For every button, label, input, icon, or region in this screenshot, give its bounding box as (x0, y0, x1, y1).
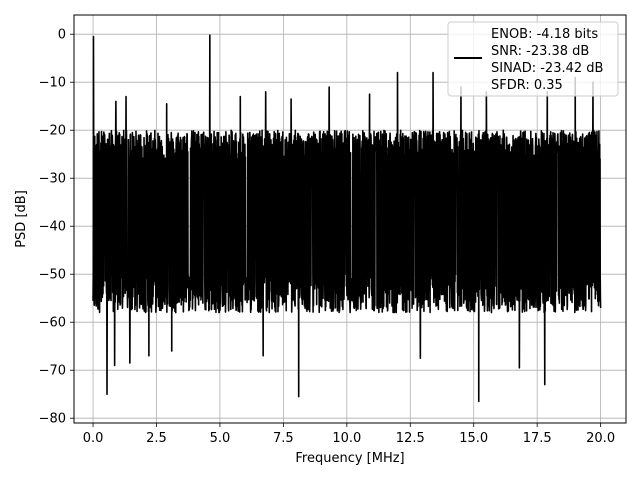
y-tick-label: −40 (39, 220, 66, 235)
x-tick-label: 5.0 (210, 431, 231, 446)
legend-line-sinad: SINAD: -23.42 dB (491, 61, 603, 76)
legend-line-snr: SNR: -23.38 dB (491, 44, 589, 59)
legend-line-enob: ENOB: -4.18 bits (491, 27, 598, 42)
y-tick-label: −20 (39, 124, 66, 139)
x-axis-label: Frequency [MHz] (295, 451, 404, 466)
x-tick-label: 0.0 (83, 431, 104, 446)
legend: ENOB: -4.18 bits SNR: -23.38 dB SINAD: -… (447, 21, 619, 97)
plot-frame (73, 14, 627, 424)
y-tick-label: 0 (58, 28, 66, 43)
y-axis-label: PSD [dB] (14, 190, 29, 248)
y-axis-ticks: 0 −10 −20 −30 −40 −50 −60 −70 −80 (39, 28, 74, 427)
y-tick-label: −50 (39, 268, 66, 283)
legend-box (447, 21, 619, 97)
x-axis-ticks: 0.0 2.5 5.0 7.5 10.0 12.5 15.0 17.5 20.0 (83, 423, 615, 446)
psd-line (92, 34, 602, 403)
x-tick-label: 17.5 (523, 431, 552, 446)
x-tick-label: 12.5 (396, 431, 425, 446)
x-tick-label: 10.0 (332, 431, 361, 446)
y-tick-label: −60 (39, 316, 66, 331)
psd-series (92, 34, 602, 403)
x-tick-label: 15.0 (459, 431, 488, 446)
x-tick-label: 20.0 (586, 431, 615, 446)
legend-line-sfdr: SFDR: 0.35 (491, 78, 563, 93)
x-tick-label: 2.5 (146, 431, 167, 446)
y-tick-label: −80 (39, 412, 66, 427)
y-tick-label: −10 (39, 76, 66, 91)
y-tick-label: −30 (39, 172, 66, 187)
y-tick-label: −70 (39, 364, 66, 379)
x-tick-label: 7.5 (273, 431, 294, 446)
